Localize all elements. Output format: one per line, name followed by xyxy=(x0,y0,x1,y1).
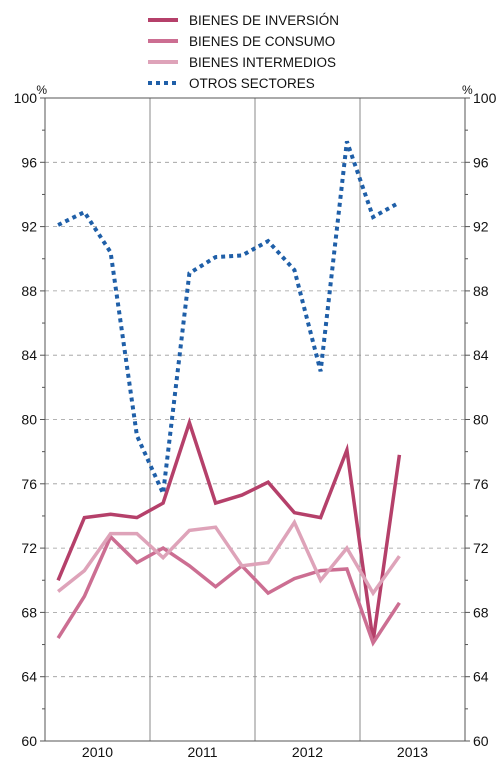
y-tick-label-right-80: 80 xyxy=(473,412,489,428)
y-axis-unit-left: % xyxy=(36,83,47,97)
year-dividers xyxy=(149,98,361,741)
y-tick-label-left-60: 60 xyxy=(21,733,37,749)
y-tick-label-left-64: 64 xyxy=(21,669,37,685)
y-tick-label-left-76: 76 xyxy=(21,476,37,492)
y-tick-label-right-72: 72 xyxy=(473,540,489,556)
x-tick-label-2013: 2013 xyxy=(397,744,428,758)
legend: BIENES DE INVERSIÓN BIENES DE CONSUMO BIEN… xyxy=(148,13,339,91)
y-tick-label-right-64: 64 xyxy=(473,669,489,685)
y-tick-label-left-100: 100 xyxy=(14,90,38,106)
series-line-1 xyxy=(56,533,401,647)
series-line-2 xyxy=(57,518,401,597)
y-tick-label-left-68: 68 xyxy=(21,604,37,620)
series-layer xyxy=(56,140,402,647)
y-tick-label-left-84: 84 xyxy=(21,347,37,363)
y-tick-label-left-80: 80 xyxy=(21,412,37,428)
legend-label-2: BIENES INTERMEDIOS xyxy=(189,55,336,70)
y-axis-right: 60 64 68 72 76 80 84 88 92 96 100 xyxy=(473,90,497,749)
y-tick-label-right-84: 84 xyxy=(473,347,489,363)
y-tick-label-right-96: 96 xyxy=(473,154,489,170)
y-tick-label-left-92: 92 xyxy=(21,219,37,235)
y-tick-label-right-100: 100 xyxy=(473,90,497,106)
y-tick-label-right-60: 60 xyxy=(473,733,489,749)
y-tick-label-right-76: 76 xyxy=(473,476,489,492)
x-tick-label-2011: 2011 xyxy=(187,744,217,758)
x-axis: 2010 2011 2012 2013 xyxy=(82,744,428,758)
legend-label-1: BIENES DE CONSUMO xyxy=(189,34,335,49)
legend-label-3: OTROS SECTORES xyxy=(189,76,315,91)
y-tick-label-left-72: 72 xyxy=(21,540,37,556)
y-axis-left: 60 64 68 72 76 80 84 88 92 96 100 xyxy=(14,90,38,749)
x-tick-label-2012: 2012 xyxy=(292,744,323,758)
x-tick-label-2010: 2010 xyxy=(82,744,113,758)
y-tick-label-left-88: 88 xyxy=(21,283,37,299)
y-tick-label-right-92: 92 xyxy=(473,219,489,235)
axis-ticks xyxy=(40,97,470,742)
legend-label-0: BIENES DE INVERSIÓN xyxy=(189,13,339,28)
y-tick-label-left-96: 96 xyxy=(21,154,37,170)
y-tick-label-right-68: 68 xyxy=(473,604,489,620)
y-tick-label-right-88: 88 xyxy=(473,283,489,299)
series-line-0 xyxy=(56,417,402,642)
series-line-3 xyxy=(57,140,401,501)
y-axis-unit-right: % xyxy=(462,83,473,97)
